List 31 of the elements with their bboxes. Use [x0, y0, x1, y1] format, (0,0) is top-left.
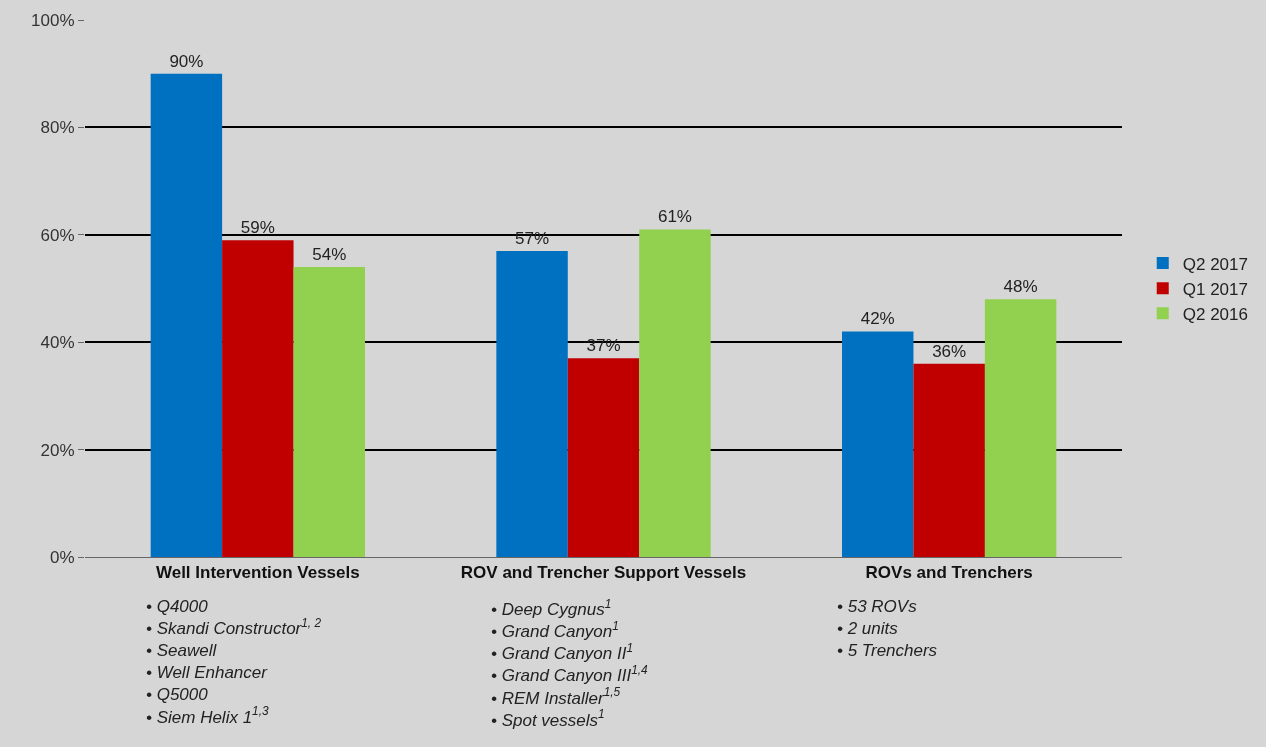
- bar: [496, 250, 568, 557]
- x-tick-label: ROVs and Trenchers: [865, 563, 1033, 583]
- legend-label: Q1 2017: [1182, 279, 1248, 299]
- bar: [293, 267, 365, 557]
- data-label: 54%: [312, 245, 347, 265]
- data-label: 61%: [657, 207, 692, 227]
- y-tick-label: 20%: [40, 440, 75, 460]
- x-tick-label: Well Intervention Vessels: [155, 563, 360, 583]
- bar: [567, 358, 640, 557]
- legend-label: Q2 2017: [1182, 254, 1248, 274]
- y-tick-label: 100%: [31, 10, 75, 30]
- data-label: 36%: [932, 341, 967, 361]
- y-tick-label: 80%: [40, 118, 75, 138]
- data-label: 90%: [169, 51, 204, 71]
- bar: [913, 363, 985, 557]
- y-tick-label: 60%: [40, 225, 75, 245]
- x-tick-label: ROV and Trencher Support Vessels: [460, 563, 747, 583]
- legend-label: Q2 2016: [1182, 304, 1248, 324]
- bar: [639, 229, 711, 557]
- bar: [842, 331, 914, 557]
- y-tick-label: 40%: [40, 333, 75, 353]
- data-label: 42%: [860, 309, 895, 329]
- text: • Q4000 • Skandi Constructor$^{1, 2}$ • Seawell • Well Enhancer • Q5000 • Siem Helix 1$^{1,3}$: [146, 597, 322, 727]
- bar: [150, 73, 223, 557]
- bar: [222, 240, 294, 557]
- text: • 53 ROVs • 2 units • 5 Trenchers: [837, 597, 938, 661]
- y-tick-label: 0%: [50, 547, 75, 567]
- data-label: 48%: [1003, 277, 1038, 297]
- text: • Deep Cygnus$^{1}$ • Grand Canyon$^{1}$ • Grand Canyon II$^{1}$ • Grand Canyon III$^{1,4}$ • REM Installer$^{1,5}$ • Spot vessels$^{1}$: [491, 597, 648, 730]
- data-label: 59%: [240, 218, 275, 238]
- bar: [984, 299, 1057, 557]
